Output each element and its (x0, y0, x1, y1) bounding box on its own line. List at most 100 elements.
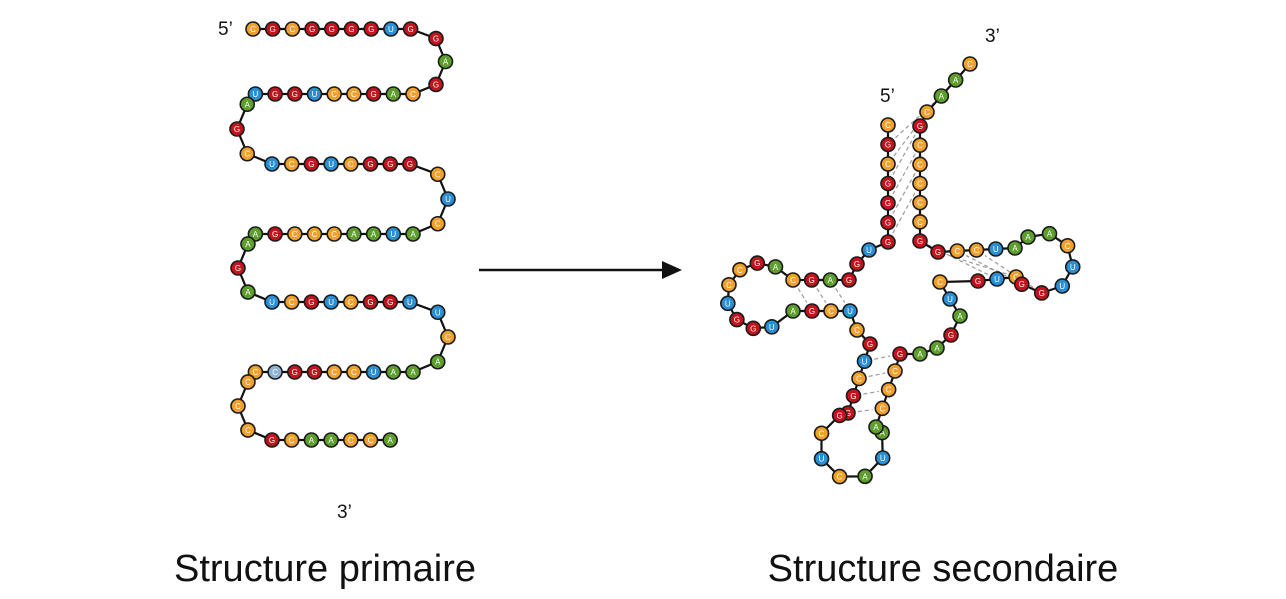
base-pair-line (817, 288, 826, 302)
primary-nucleotide-G: G (364, 157, 378, 171)
primary-nucleotide-G: G (429, 77, 443, 91)
nucleotide-letter: A (953, 76, 959, 85)
base-pair-line (858, 410, 873, 412)
nucleotide-letter: C (790, 276, 796, 285)
primary-nucleotide-C: C (441, 330, 455, 344)
nucleotide-letter: U (1059, 282, 1065, 291)
base-pair-line (874, 356, 890, 359)
primary-nucleotide-G: G (265, 433, 279, 447)
nucleotide-letter: G (270, 25, 276, 34)
nucleotide-letter: U (847, 307, 853, 316)
nucleotide-letter: G (407, 160, 413, 169)
primary-nucleotide-A: A (386, 87, 400, 101)
primary-nucleotide-U: U (324, 295, 338, 309)
primary-nucleotide-C: C (285, 157, 299, 171)
nucleotide-letter: G (885, 219, 891, 228)
nucleotide-letter: G (754, 259, 760, 268)
nucleotide-letter: C (245, 378, 251, 387)
base-pair-line (836, 288, 845, 302)
nucleotide-letter: G (309, 25, 315, 34)
nucleotide-letter: G (750, 324, 756, 333)
secondary-nucleotide-A: A (1042, 227, 1056, 241)
nucleotide-letter: G (867, 340, 873, 349)
base-pair-line (893, 154, 915, 194)
nucleotide-letter: A (435, 358, 441, 367)
primary-nucleotide-U: U (308, 87, 322, 101)
nucleotide-letter: A (245, 240, 251, 249)
nucleotide-letter: G (329, 25, 335, 34)
nucleotide-letter: A (934, 344, 940, 353)
nucleotide-letter: G (975, 277, 981, 286)
nucleotide-letter: A (873, 423, 879, 432)
secondary-nucleotide-C: C (881, 157, 895, 171)
secondary-nucleotide-G: G (931, 245, 945, 259)
nucleotide-letter: U (269, 160, 275, 169)
nucleotide-letter: G (809, 307, 815, 316)
nucleotide-letter: G (292, 90, 298, 99)
nucleotide-letter: G (308, 160, 314, 169)
base-pair-line (893, 135, 915, 175)
secondary-structure: CGCGGGGUGGAGCAGCCUGG UA G C UCGUCGGGCUC AUAAC… (721, 26, 1080, 484)
nucleotide-letter: C (289, 298, 295, 307)
primary-nucleotide-A: A (324, 433, 338, 447)
nucleotide-letter: C (351, 368, 357, 377)
nucleotide-letter: U (769, 323, 775, 332)
nucleotide-letter: A (939, 92, 945, 101)
secondary-nucleotide-C: C (970, 243, 984, 257)
nucleotide-letter: G (897, 350, 903, 359)
primary-nucleotide-G: G (304, 295, 318, 309)
nucleotide-letter: U (328, 160, 334, 169)
nucleotide-letter: U (253, 90, 259, 99)
nucleotide-letter: C (924, 108, 930, 117)
nucleotide-letter: A (1012, 244, 1018, 253)
secondary-nucleotide-U: U (990, 272, 1004, 286)
secondary-nucleotide-G: G (1035, 286, 1049, 300)
nucleotide-letter: G (348, 25, 354, 34)
secondary-five-prime-label: 5’ (880, 86, 895, 107)
nucleotide-letter: U (994, 275, 1000, 284)
nucleotide-letter: C (917, 160, 923, 169)
secondary-nucleotide-G: G (944, 328, 958, 342)
secondary-nucleotide-C: C (913, 196, 927, 210)
primary-nucleotide-C: C (327, 365, 341, 379)
nucleotide-letter: G (948, 331, 954, 340)
primary-five-prime-label: 5’ (218, 19, 233, 40)
nucleotide-letter: C (435, 220, 441, 229)
secondary-nucleotide-G: G (750, 256, 764, 270)
nucleotide-letter: C (879, 404, 885, 413)
primary-three-prime-label: 3’ (337, 502, 352, 523)
secondary-nucleotide-G: G (893, 347, 907, 361)
secondary-nucleotide-G: G (881, 138, 895, 152)
nucleotide-letter: U (725, 299, 731, 308)
nucleotide-letter: G (885, 180, 891, 189)
primary-nucleotide-C: C (246, 22, 260, 36)
primary-nucleotide-C: C (285, 295, 299, 309)
primary-nucleotide-A: A (386, 365, 400, 379)
primary-nucleotide-C: C (327, 87, 341, 101)
primary-nucleotide-G: G (364, 295, 378, 309)
nucleotide-letter: A (351, 230, 357, 239)
primary-nucleotide-C: C (231, 399, 245, 413)
nucleotide-letter: A (1025, 233, 1031, 242)
nucleotide-letter: A (828, 276, 834, 285)
primary-nucleotide-C: C (347, 365, 361, 379)
nucleotide-letter: U (880, 454, 886, 463)
primary-nucleotide-C: C (431, 167, 445, 181)
nucleotide-letter: A (391, 368, 397, 377)
nucleotide-letter: A (391, 90, 397, 99)
secondary-nucleotide-U: U (858, 354, 872, 368)
primary-nucleotide-A: A (241, 237, 255, 251)
secondary-nucleotide-G: G (881, 216, 895, 230)
nucleotide-letter: C (312, 230, 318, 239)
secondary-nucleotide-C: C (882, 383, 896, 397)
nucleotide-letter: G (272, 90, 278, 99)
primary-nucleotide-G: G (403, 157, 417, 171)
nucleotide-letter: G (387, 298, 393, 307)
nucleotide-letter: G (885, 141, 891, 150)
nucleotide-letter: G (367, 160, 373, 169)
nucleotide-letter: G (311, 368, 317, 377)
nucleotide-letter: C (828, 307, 834, 316)
arrow-head (662, 261, 682, 279)
primary-nucleotide-A: A (406, 227, 420, 241)
secondary-nucleotide-A: A (913, 347, 927, 361)
